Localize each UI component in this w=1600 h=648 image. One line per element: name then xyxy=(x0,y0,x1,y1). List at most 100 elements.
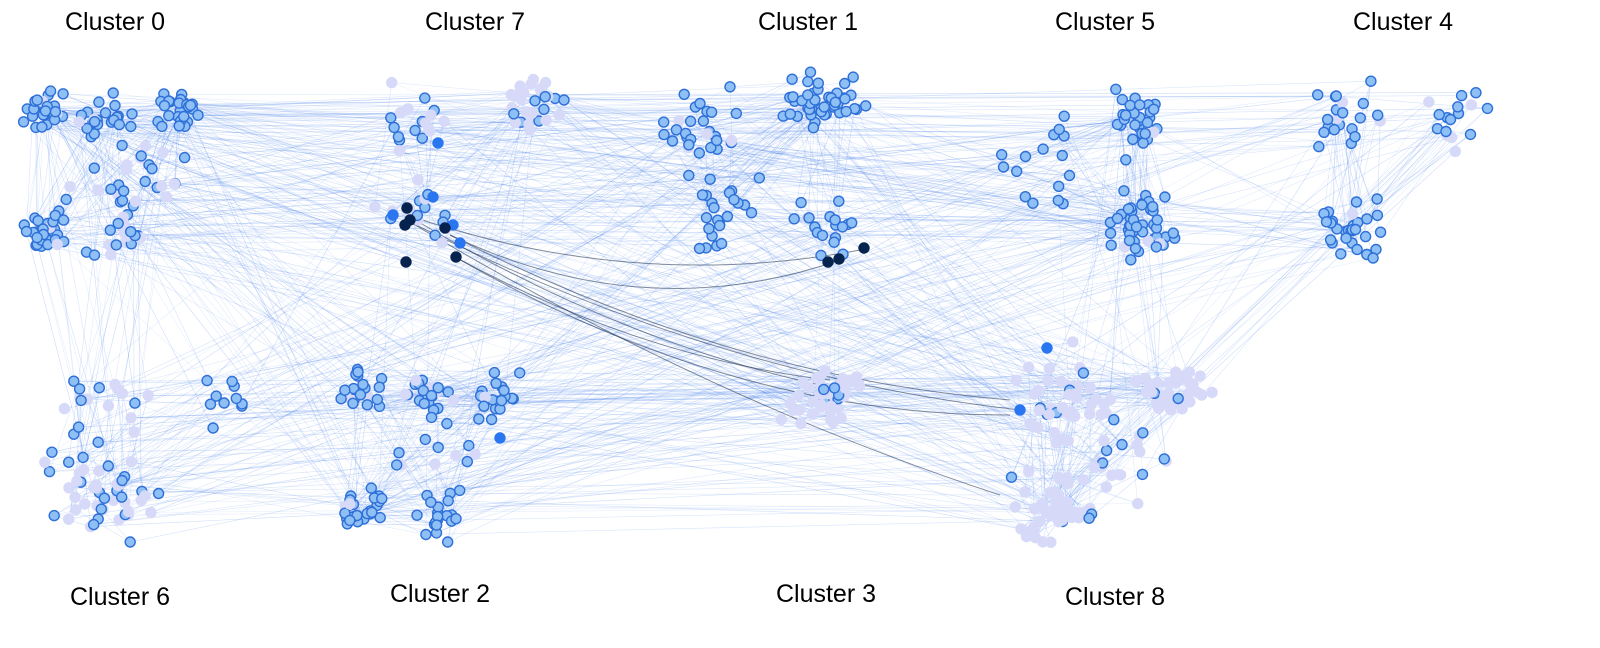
edge xyxy=(1063,89,1117,517)
edge xyxy=(97,124,119,185)
edge xyxy=(349,218,392,505)
node xyxy=(139,490,151,502)
node xyxy=(230,392,243,405)
edge xyxy=(1038,151,1456,391)
edge xyxy=(141,119,1125,157)
cluster-8-label: Cluster 8 xyxy=(1064,583,1166,611)
edge xyxy=(563,95,1462,101)
edge xyxy=(174,183,1143,226)
edge xyxy=(1074,134,1471,417)
node xyxy=(1009,501,1021,513)
node xyxy=(540,114,552,127)
node xyxy=(1116,93,1129,106)
node xyxy=(1324,234,1337,246)
edge xyxy=(57,167,95,245)
node xyxy=(104,224,117,236)
node xyxy=(827,417,839,429)
node xyxy=(1052,180,1065,193)
node xyxy=(1034,515,1046,527)
node xyxy=(1036,497,1049,510)
edge xyxy=(93,122,426,525)
edge xyxy=(733,143,1352,200)
edge xyxy=(55,111,358,377)
edge xyxy=(520,90,1031,424)
edge xyxy=(46,124,449,393)
edge xyxy=(1055,413,1090,502)
node xyxy=(1104,227,1117,239)
node xyxy=(1136,199,1148,211)
edge xyxy=(399,150,1178,404)
edge xyxy=(117,223,149,396)
edge xyxy=(425,519,1063,535)
edge xyxy=(181,94,365,520)
edge xyxy=(831,97,1135,114)
node xyxy=(1120,154,1132,166)
edge xyxy=(1025,105,1131,197)
node xyxy=(816,229,829,242)
edge xyxy=(481,387,846,392)
edge xyxy=(1059,412,1068,511)
edge xyxy=(1071,132,1154,518)
edge xyxy=(1037,427,1044,509)
node xyxy=(713,219,726,232)
node xyxy=(142,389,154,401)
edge xyxy=(117,120,540,486)
node xyxy=(1433,108,1445,121)
node xyxy=(463,439,475,452)
node xyxy=(1163,377,1176,389)
edge xyxy=(50,90,1057,443)
node xyxy=(1010,374,1023,386)
edge xyxy=(431,386,502,418)
edge xyxy=(399,97,426,141)
node xyxy=(1056,149,1069,162)
node xyxy=(129,195,142,208)
edge xyxy=(1156,128,1325,133)
edge xyxy=(68,487,1063,522)
node xyxy=(412,174,424,186)
cluster-5-label: Cluster 5 xyxy=(1054,8,1156,36)
edge xyxy=(33,108,1090,519)
edge xyxy=(87,398,211,405)
node xyxy=(1350,196,1363,208)
edge xyxy=(357,106,834,370)
node xyxy=(525,78,537,90)
edge xyxy=(73,434,119,494)
node xyxy=(402,103,414,115)
node xyxy=(88,162,101,174)
node xyxy=(429,229,441,241)
edge xyxy=(814,122,837,226)
edge xyxy=(157,111,712,188)
node xyxy=(1183,366,1196,378)
edge xyxy=(834,219,1091,389)
edge xyxy=(379,240,1130,407)
node xyxy=(1083,512,1095,524)
node xyxy=(694,97,706,110)
node xyxy=(803,212,815,224)
edge xyxy=(355,175,1070,375)
edge xyxy=(390,218,852,224)
edge xyxy=(716,148,1031,424)
edge xyxy=(729,192,1102,468)
edge xyxy=(499,376,820,410)
edge xyxy=(180,110,1131,226)
edge xyxy=(192,97,790,105)
edge xyxy=(117,367,1080,485)
node xyxy=(829,214,841,226)
node xyxy=(1043,408,1055,421)
edge xyxy=(498,134,665,402)
highlighted-edge xyxy=(406,214,861,266)
edge xyxy=(166,196,439,388)
edge xyxy=(137,237,142,501)
edge xyxy=(180,99,1146,379)
edge xyxy=(117,71,811,390)
edge xyxy=(1056,401,1190,509)
edge xyxy=(117,388,129,515)
edge xyxy=(122,386,1070,481)
edge xyxy=(436,391,483,533)
edge xyxy=(118,196,167,520)
edge xyxy=(161,117,1448,187)
edge xyxy=(66,100,795,200)
highlighted-node xyxy=(387,209,399,221)
node xyxy=(107,87,119,99)
node xyxy=(226,375,238,388)
